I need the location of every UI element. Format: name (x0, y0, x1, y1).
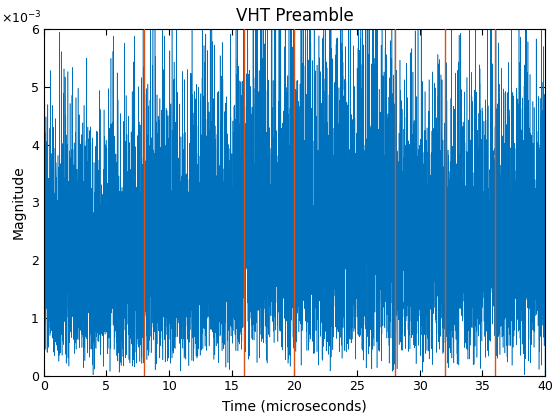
Title: VHT Preamble: VHT Preamble (236, 7, 353, 25)
X-axis label: Time (microseconds): Time (microseconds) (222, 399, 367, 413)
Y-axis label: Magnitude: Magnitude (11, 165, 25, 239)
Text: $\times10^{-3}$: $\times10^{-3}$ (1, 9, 42, 26)
